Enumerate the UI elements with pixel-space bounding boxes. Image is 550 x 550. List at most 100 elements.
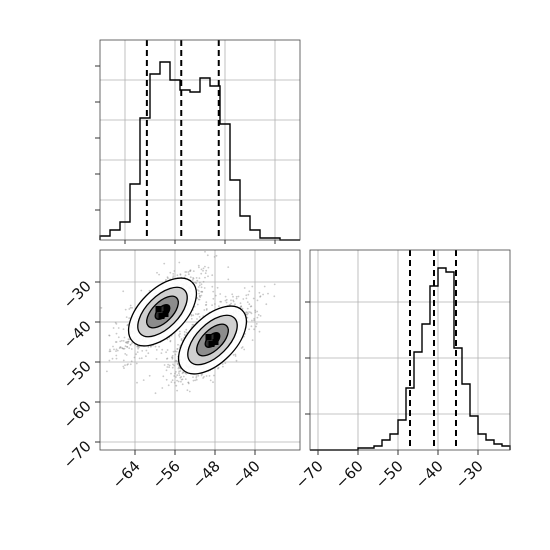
density-peak [158,313,165,319]
density-peak [208,341,215,347]
scatter-point [190,315,193,317]
scatter-point [115,341,118,343]
scatter-point [202,269,204,272]
scatter-point [166,357,169,360]
scatter-point [205,308,208,310]
scatter-point [241,346,244,348]
x-tick-label: −70 [292,457,327,492]
scatter-point [255,323,258,325]
scatter-point [197,286,200,288]
scatter-point [126,341,128,343]
scatter-point [126,346,129,348]
scatter-point [215,254,218,257]
scatter-point [191,279,194,281]
scatter-point [125,354,128,356]
scatter-point [273,295,276,298]
scatter-point [198,281,201,284]
scatter-point [250,305,253,307]
scatter-point [173,364,175,367]
scatter-point [185,328,188,331]
scatter-point [262,293,264,296]
scatter-point [178,335,181,338]
scatter-point [227,266,230,268]
scatter-point [170,372,172,375]
scatter-point [170,381,173,383]
scatter-point [212,381,214,384]
scatter-point [169,339,172,342]
scatter-point [186,389,189,392]
scatter-point [251,285,254,288]
y-tick-label: −30 [60,277,95,312]
scatter-point [246,307,249,310]
hist-param1-bars [99,61,300,241]
scatter-point [163,262,166,265]
scatter-point [126,346,128,348]
scatter-point [189,269,192,271]
scatter-point [259,296,261,298]
scatter-point [165,278,167,281]
scatter-point [248,311,251,313]
scatter-point [203,376,205,378]
scatter-point [166,276,169,279]
scatter-point [185,271,188,273]
scatter-point [195,375,198,377]
scatter-point [120,339,123,342]
scatter-point [201,291,204,293]
scatter-point [109,350,112,353]
scatter-point [182,371,185,374]
scatter-point [177,380,180,383]
hist-param1-ticks [95,65,276,244]
scatter-point [246,311,249,314]
scatter-point [166,349,169,351]
scatter-point [195,378,198,381]
scatter-point [200,272,203,275]
scatter-point [259,315,262,317]
scatter-point [211,274,214,277]
scatter-point [243,348,246,351]
scatter-point [195,282,198,285]
scatter-point [169,271,172,274]
scatter-point [217,366,220,369]
scatter-point [166,358,168,360]
scatter-point [196,289,199,291]
scatter-point [220,300,223,303]
scatter-point [126,324,129,327]
scatter-point [166,366,169,368]
scatter-point [211,304,214,307]
scatter-point [192,323,195,326]
scatter-point [225,298,228,301]
scatter-point [115,332,118,335]
scatter-point [232,300,235,303]
scatter-point [225,301,228,304]
scatter-point [234,303,236,306]
scatter-point [252,297,255,300]
scatter-point [217,367,219,370]
scatter-point [196,297,199,299]
scatter-point [256,310,259,313]
scatter-point [133,356,136,359]
scatter-point [180,380,182,383]
scatter-point [126,342,129,345]
scatter-point [200,286,203,289]
scatter-point [129,343,132,346]
scatter-point [129,306,132,309]
scatter-point [234,355,237,357]
x-tick-label: −60 [332,457,367,492]
scatter-point [176,274,179,277]
scatter-point [117,336,120,339]
scatter-point [198,266,200,269]
scatter-point [192,314,195,317]
scatter-point [258,330,261,333]
scatter-point [136,351,139,353]
scatter-point [145,349,148,352]
scatter-point [192,277,195,279]
scatter-point [195,277,198,279]
scatter-point [138,357,141,360]
scatter-point [124,341,127,344]
scatter-point [115,357,118,360]
scatter-point [175,371,177,373]
scatter-point [155,349,158,351]
scatter-point [214,294,217,297]
scatter-point [109,348,111,351]
scatter-point [184,271,187,273]
